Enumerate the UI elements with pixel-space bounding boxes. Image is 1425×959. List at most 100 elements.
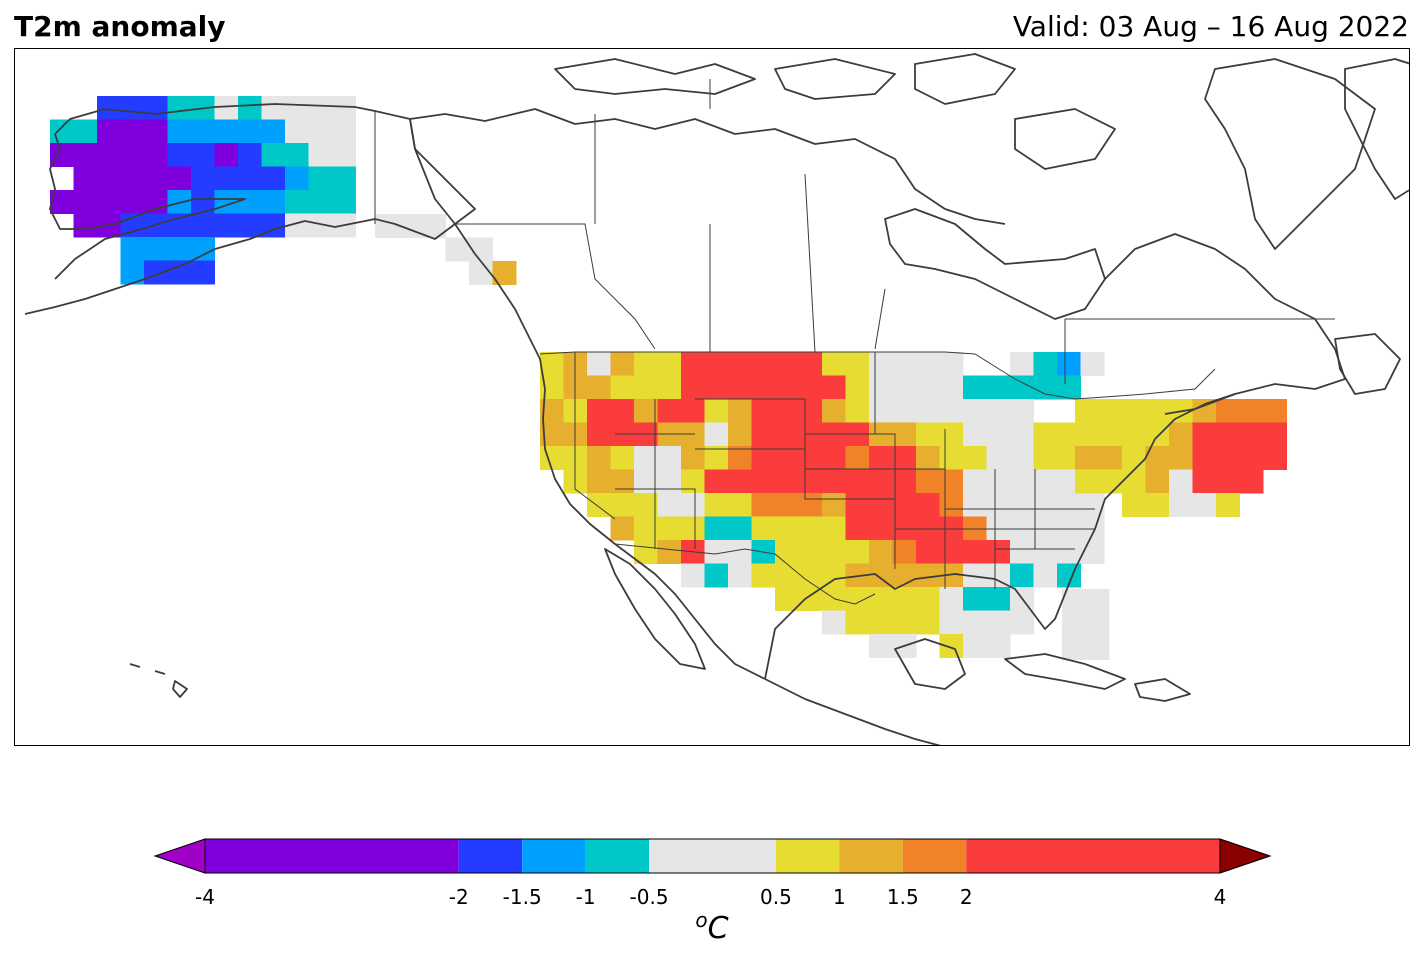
anomaly-cell xyxy=(1216,422,1240,447)
anomaly-cell xyxy=(1010,352,1034,376)
anomaly-cell xyxy=(634,399,658,423)
anomaly-cell xyxy=(1239,422,1264,447)
anomaly-cell xyxy=(1062,636,1086,660)
anomaly-cell xyxy=(869,493,893,517)
anomaly-cell xyxy=(916,493,940,517)
pacific-coast xyxy=(409,118,766,680)
anomaly-cell xyxy=(704,469,729,494)
anomaly-cell xyxy=(986,634,1011,658)
anomaly-cell xyxy=(704,352,729,376)
anomaly-cell xyxy=(681,516,705,541)
anomaly-cell xyxy=(869,516,893,541)
anomaly-cell xyxy=(1033,422,1058,447)
anomaly-cell xyxy=(191,213,215,238)
anomaly-cell xyxy=(1145,493,1170,517)
anomaly-cell xyxy=(986,493,1011,517)
anomaly-cell xyxy=(775,540,799,564)
anomaly-cell xyxy=(285,96,309,120)
anomaly-cell xyxy=(261,96,286,120)
anomaly-cell xyxy=(963,587,987,611)
colorbar-segment xyxy=(522,839,586,873)
anomaly-cell xyxy=(144,96,168,120)
anomaly-cell xyxy=(939,422,964,447)
anomaly-cell xyxy=(1216,399,1240,423)
anomaly-cell xyxy=(634,469,658,494)
colorbar-segment xyxy=(649,839,776,873)
anomaly-cell xyxy=(986,375,1011,400)
colorbar-unit: oC xyxy=(695,908,729,946)
anomaly-cell xyxy=(238,119,262,144)
anomaly-cell xyxy=(704,516,729,541)
anomaly-cell xyxy=(1010,422,1034,447)
anomaly-cell xyxy=(939,540,964,564)
anomaly-cell xyxy=(751,563,776,588)
anomaly-cell xyxy=(963,399,987,423)
anomaly-cell xyxy=(634,540,658,564)
anomaly-cell xyxy=(916,469,940,494)
anomaly-cell xyxy=(986,422,1011,447)
anomaly-cell xyxy=(610,352,635,376)
anomaly-cell xyxy=(167,166,192,191)
anomaly-cell xyxy=(261,119,286,144)
anomaly-cell xyxy=(191,119,215,144)
anomaly-cell xyxy=(285,119,309,144)
anomaly-cell xyxy=(308,119,333,144)
alaska-coast xyxy=(24,103,476,315)
anomaly-cell xyxy=(728,422,752,447)
anomaly-cell xyxy=(73,190,98,214)
anomaly-cell xyxy=(916,610,940,635)
anomaly-cell xyxy=(704,446,729,470)
anomaly-cell xyxy=(214,166,239,191)
anomaly-cell xyxy=(238,166,262,191)
anomaly-cell xyxy=(751,352,776,376)
anomaly-cell xyxy=(1010,399,1034,423)
anomaly-cell xyxy=(822,540,846,564)
anomaly-cell xyxy=(704,375,729,400)
us-canada-border xyxy=(539,351,1216,400)
anomaly-cell xyxy=(261,190,286,214)
anomaly-cell xyxy=(1192,469,1217,494)
colorbar-tick-label: 4 xyxy=(1213,885,1227,909)
anomaly-cell xyxy=(1098,399,1123,423)
anomaly-cell xyxy=(97,119,121,144)
anomaly-cell xyxy=(97,96,121,120)
anomaly-cell xyxy=(1010,469,1034,494)
anomaly-cell xyxy=(238,143,262,167)
anomaly-cell xyxy=(1239,469,1264,494)
anomaly-cell xyxy=(822,563,846,588)
anomaly-cell xyxy=(892,375,917,400)
anomaly-cell xyxy=(681,493,705,517)
anomaly-cell xyxy=(704,422,729,447)
anomaly-cell xyxy=(892,493,917,517)
anomaly-cell xyxy=(822,399,846,423)
anomaly-cell xyxy=(587,446,611,470)
anomaly-cell xyxy=(1122,399,1146,423)
anomaly-cell xyxy=(1033,540,1058,564)
arctic-islands xyxy=(554,53,1376,250)
anomaly-cell xyxy=(375,214,399,238)
anomaly-cell xyxy=(285,166,309,191)
yucatan xyxy=(894,638,966,690)
anomaly-cell xyxy=(939,493,964,517)
anomaly-cell xyxy=(73,166,98,191)
anomaly-cell xyxy=(986,446,1011,470)
colorbar xyxy=(153,838,1272,874)
anomaly-cell xyxy=(1062,612,1086,637)
anomaly-cell xyxy=(610,375,635,400)
anomaly-cell xyxy=(1033,352,1058,376)
anomaly-cell xyxy=(1122,493,1146,517)
anomaly-cell xyxy=(144,166,168,191)
anomaly-cell xyxy=(191,143,215,167)
anomaly-cell xyxy=(892,352,917,376)
anomaly-cell xyxy=(845,375,870,400)
anomaly-cell xyxy=(869,446,893,470)
anomaly-cell xyxy=(822,516,846,541)
anomaly-cell xyxy=(1169,469,1193,494)
anomaly-cell xyxy=(728,563,752,588)
anomaly-cell xyxy=(587,422,611,447)
anomaly-cell xyxy=(167,237,192,261)
anomaly-cell xyxy=(869,375,893,400)
valid-period: Valid: 03 Aug – 16 Aug 2022 xyxy=(1012,10,1409,43)
anomaly-cell xyxy=(1145,399,1170,423)
anomaly-cell xyxy=(892,587,917,611)
